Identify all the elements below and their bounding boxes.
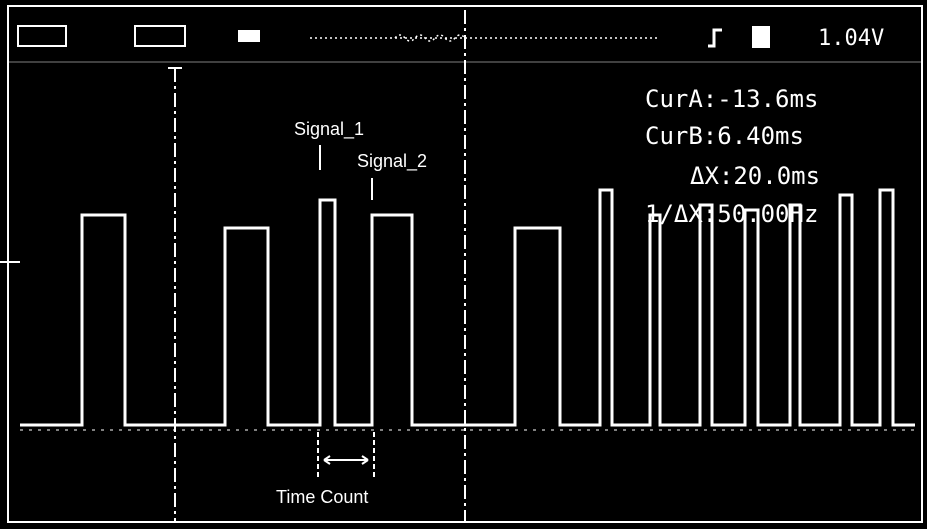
oscilloscope-screen: 1.04V Signal_1 Signal_2 Time Count CurA:… [0, 0, 927, 529]
time-count-label: Time Count [276, 487, 368, 507]
cursor-readout: CurA:-13.6ms [645, 85, 818, 113]
cursor-readout: 1/ΔX:50.00Hz [645, 200, 818, 228]
cursor-readout: CurB:6.40ms [645, 122, 804, 150]
page: 1.04V Signal_1 Signal_2 Time Count CurA:… [0, 0, 927, 529]
trigger-level: 1.04V [818, 26, 884, 51]
signal-label: Signal_2 [357, 151, 427, 172]
background [0, 0, 927, 529]
signal-label: Signal_1 [294, 119, 364, 140]
cursor-readout: ΔX:20.0ms [690, 162, 820, 190]
